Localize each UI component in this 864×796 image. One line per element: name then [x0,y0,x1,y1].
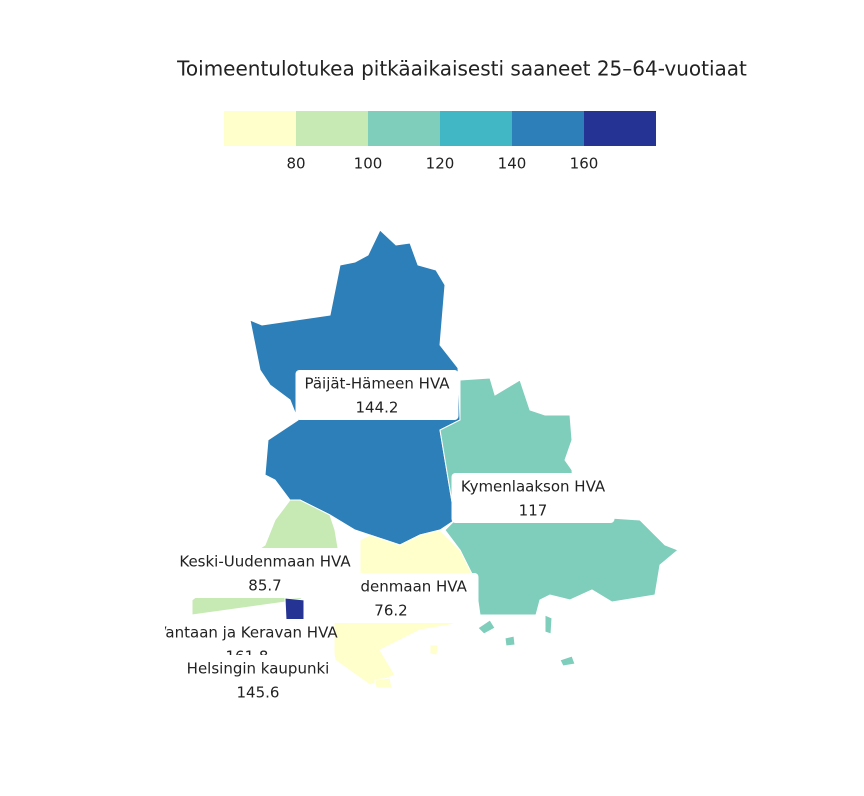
legend-tick-label: 160 [570,155,599,173]
label-box [180,655,336,705]
legend-swatch [296,111,368,146]
label-box [295,370,459,420]
labels: Vantaan ja Keravan HVA161.8Helsingin kau… [156,370,615,705]
legend-tick-label: 80 [286,155,305,173]
region-name: Päijät-Hämeen HVA [304,375,450,393]
legend-tick-label: 100 [354,155,383,173]
region-name: Kymenlaakson HVA [461,478,606,496]
region-name: Helsingin kaupunki [187,660,330,678]
region [477,619,496,635]
region-value: 76.2 [374,602,407,620]
legend: 80 100 120 140 160 [224,111,656,173]
legend-swatch [368,111,440,146]
legend-tick-label: 140 [498,155,527,173]
region [374,677,393,689]
region-value: 117 [519,502,548,520]
region [544,614,553,635]
region [559,655,576,667]
legend-swatch [512,111,584,146]
chart-title: Toimeentulotukea pitkäaikaisesti saaneet… [176,57,747,81]
legend-swatch [440,111,512,146]
region [504,635,516,647]
region-value: 145.6 [237,684,280,702]
legend-swatch [224,111,296,146]
region-value: 144.2 [356,399,399,417]
region-name: Vantaan ja Keravan HVA [156,624,338,642]
legend-swatch [584,111,656,146]
region-value: 85.7 [248,577,281,595]
label-box [170,548,360,598]
region-name: Keski-Uudenmaan HVA [179,553,351,571]
label-box [451,473,615,523]
legend-tick-label: 120 [426,155,455,173]
region [429,644,439,656]
